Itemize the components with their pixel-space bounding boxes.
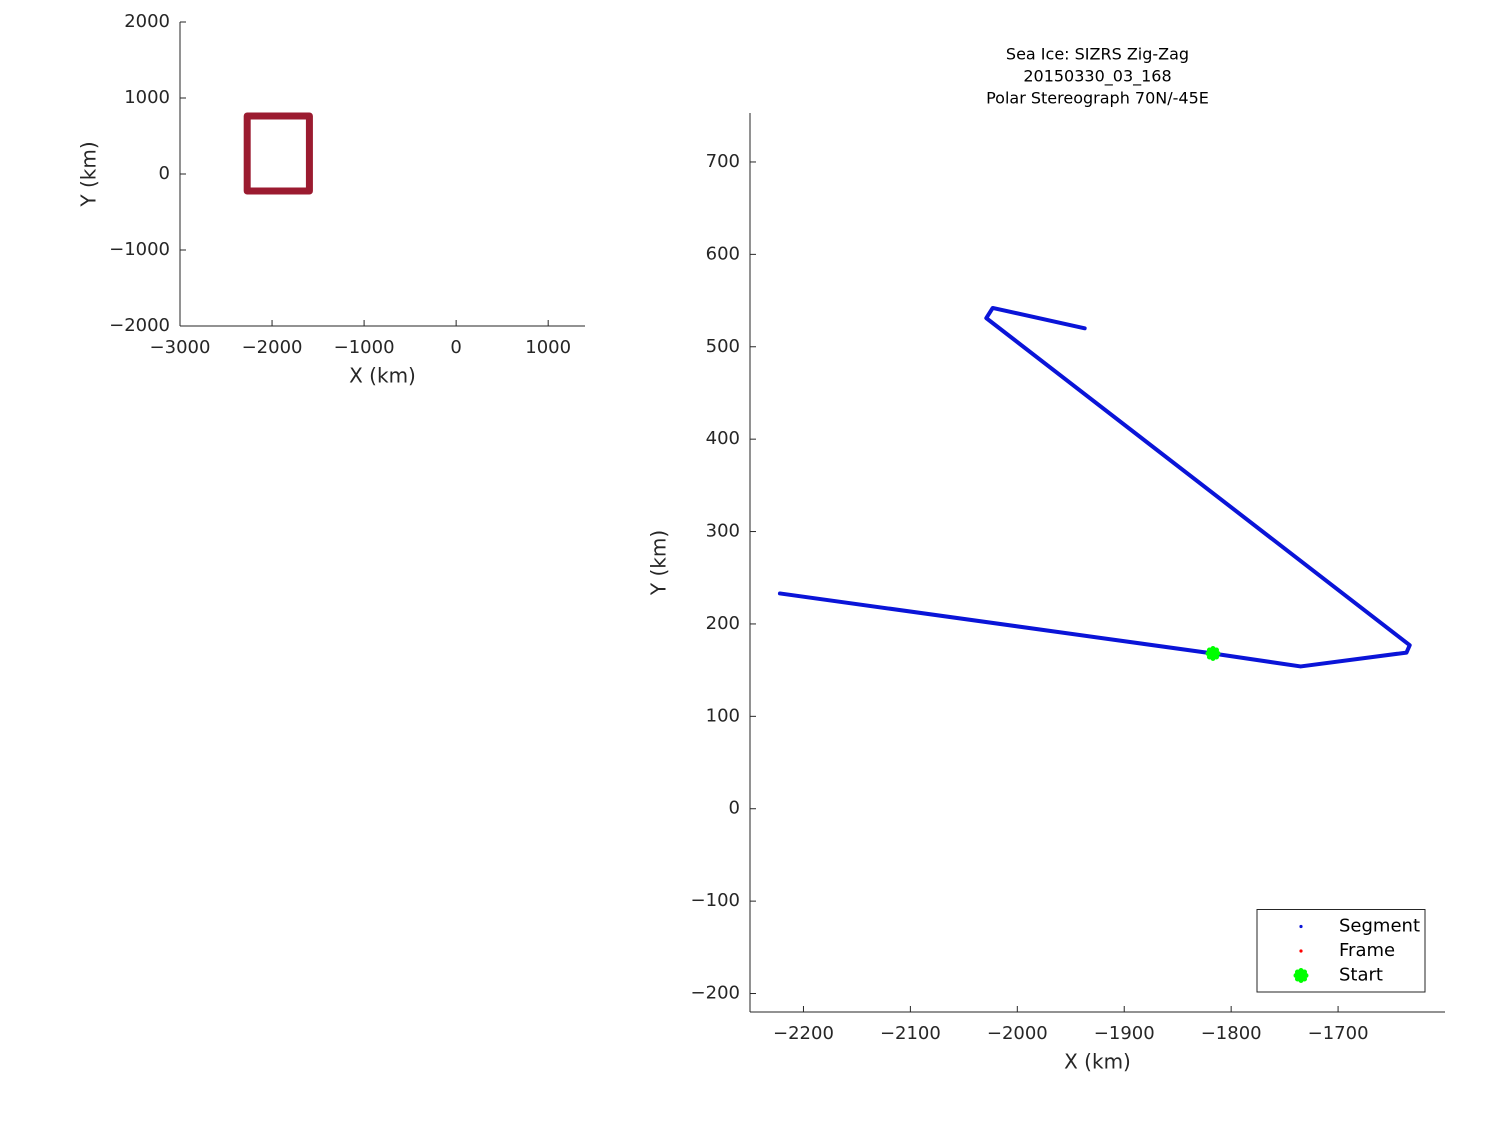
y-tick-label: 400 [706, 428, 740, 449]
y-tick-label: 100 [706, 705, 740, 726]
x-tick-label: −2200 [773, 1023, 834, 1044]
legend-marker [1299, 924, 1303, 929]
x-axis-label: X (km) [349, 364, 416, 388]
y-tick-label: 0 [729, 798, 740, 819]
y-tick-label: 600 [706, 243, 740, 264]
y-tick-label: 700 [706, 151, 740, 172]
x-tick-label: −1800 [1201, 1023, 1262, 1044]
y-tick-label: −2000 [109, 315, 170, 336]
x-tick-label: 1000 [525, 337, 571, 358]
series-line [243, 112, 313, 195]
chart-title: 20150330_03_168 [1023, 67, 1171, 87]
legend-label: Frame [1339, 940, 1395, 961]
legend-marker [1293, 968, 1309, 983]
x-tick-label: −1900 [1094, 1023, 1155, 1044]
x-tick-label: −3000 [150, 337, 211, 358]
chart-title: Sea Ice: SIZRS Zig-Zag [1006, 45, 1189, 64]
x-tick-label: 0 [450, 337, 461, 358]
start-marker [1205, 646, 1221, 662]
y-tick-label: 500 [706, 336, 740, 357]
legend: Segment Frame Start [1256, 909, 1426, 993]
y-axis-label: Y (km) [647, 530, 671, 596]
y-tick-label: −1000 [109, 239, 170, 260]
chart-title: Polar Stereograph 70N/-45E [986, 89, 1209, 108]
x-tick-label: −2000 [987, 1023, 1048, 1044]
x-tick-label: −1000 [334, 337, 395, 358]
x-axis-label: X (km) [1064, 1050, 1131, 1074]
legend-label: Segment [1339, 916, 1420, 937]
series-line [777, 305, 1412, 669]
x-tick-label: −2100 [880, 1023, 941, 1044]
x-tick-label: −2000 [242, 337, 303, 358]
y-tick-label: −200 [691, 983, 740, 1004]
legend-label: Start [1339, 965, 1383, 986]
x-tick-label: −1700 [1308, 1023, 1369, 1044]
y-axis-label: Y (km) [77, 141, 101, 207]
y-tick-label: 0 [159, 163, 170, 184]
y-tick-label: −100 [691, 890, 740, 911]
legend-box [1256, 909, 1426, 993]
y-tick-label: 200 [706, 613, 740, 634]
y-tick-label: 1000 [124, 87, 170, 108]
y-tick-label: 300 [706, 521, 740, 542]
legend-marker [1299, 949, 1303, 953]
y-tick-label: 2000 [124, 11, 170, 32]
